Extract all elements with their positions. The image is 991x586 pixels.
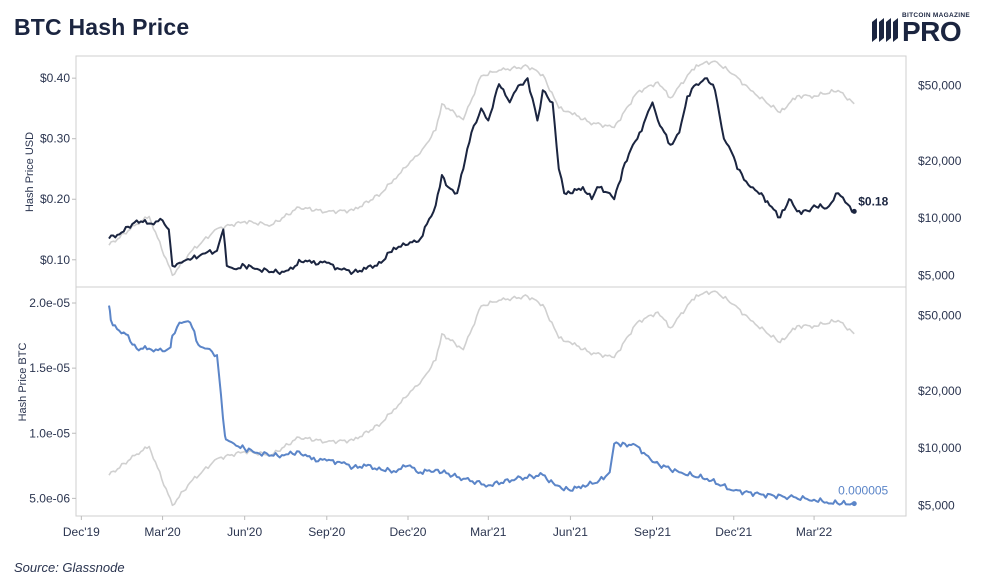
hash-price-usd-line (108, 77, 855, 275)
x-tick-label: Dec'21 (715, 525, 752, 539)
y-right-tick-label: $10,000 (918, 441, 962, 455)
end-point-marker (851, 501, 857, 507)
x-tick-label: Jun'21 (553, 525, 588, 539)
x-tick-label: Dec'20 (390, 525, 427, 539)
y-right-tick-label: $20,000 (918, 154, 962, 168)
y-tick-label: 2.0e-05 (29, 296, 70, 310)
y-right-tick-label: $50,000 (918, 308, 962, 322)
y-tick-label: 1.5e-05 (29, 361, 70, 375)
y-tick-label: $0.30 (40, 132, 70, 146)
x-tick-label: Jun'20 (227, 525, 262, 539)
chart-title: BTC Hash Price (14, 14, 190, 40)
logo-stripes-icon (872, 18, 898, 42)
logo-big-text: PRO (902, 16, 962, 47)
labels-layer: $0.10 $0.20 $0.30 $0.40 $5,000 $10,000 $20,000… (17, 71, 962, 539)
top-panel-frame (75, 55, 907, 288)
y-right-tick-label: $5,000 (918, 268, 955, 282)
x-tick-label: Mar'20 (144, 525, 181, 539)
y-tick-label: $0.20 (40, 192, 70, 206)
y-axis-title: Hash Price BTC (17, 343, 29, 422)
bottom-panel-frame (75, 286, 907, 517)
lines-layer (108, 60, 857, 507)
source-note: Source: Glassnode (14, 560, 125, 575)
end-value-label: $0.18 (858, 194, 888, 208)
x-tick-label: Sep'21 (634, 525, 671, 539)
x-tick-label: Mar'22 (796, 525, 833, 539)
end-value-label: 0.000005 (838, 484, 888, 498)
btc-price-line (108, 60, 855, 277)
y-tick-label: $0.40 (40, 71, 70, 85)
y-right-tick-label: $20,000 (918, 384, 962, 398)
y-right-tick-label: $50,000 (918, 78, 962, 92)
bitcoin-magazine-pro-logo: BITCOIN MAGAZINE PRO (872, 12, 984, 47)
y-tick-label: $0.10 (40, 253, 70, 267)
y-tick-label: 5.0e-06 (29, 491, 70, 505)
btc-price-line (108, 290, 855, 507)
y-right-tick-label: $10,000 (918, 211, 962, 225)
y-right-tick-label: $5,000 (918, 498, 955, 512)
y-axis-title: Hash Price USD (24, 132, 36, 212)
grid-layer (72, 77, 815, 520)
x-tick-label: Mar'21 (470, 525, 507, 539)
hash-price-btc-line (108, 305, 855, 506)
x-tick-label: Sep'20 (308, 525, 345, 539)
y-tick-label: 1.0e-05 (29, 426, 70, 440)
x-tick-label: Dec'19 (63, 525, 100, 539)
logo-small-text: BITCOIN MAGAZINE (902, 12, 970, 19)
end-point-marker (851, 208, 857, 214)
